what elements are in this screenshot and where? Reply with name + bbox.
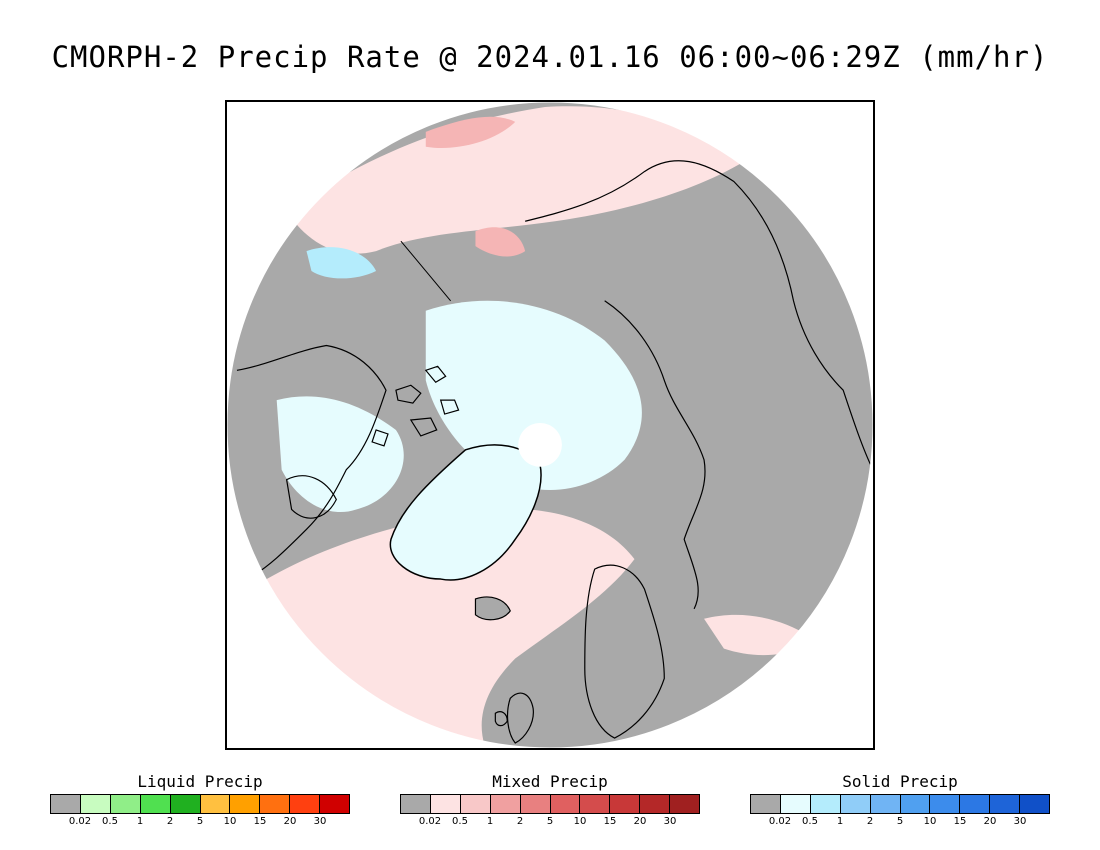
arctic-islands bbox=[371, 365, 460, 447]
swatch-solid-9 bbox=[1020, 795, 1050, 813]
solid-precip-arctic bbox=[425, 300, 642, 491]
colorbar-liquid bbox=[50, 794, 350, 814]
tick-label-mixed: 30 bbox=[663, 816, 677, 827]
tick-label-solid: 0.02 bbox=[768, 816, 792, 827]
swatch-solid-7 bbox=[960, 795, 991, 813]
swatch-liquid-7 bbox=[260, 795, 291, 813]
iceland bbox=[474, 596, 511, 621]
tick-label-liquid: 2 bbox=[166, 816, 174, 827]
ticks-solid: 0.02 0.5 1 2 5 10 15 20 30 bbox=[750, 814, 1050, 828]
tick-label-solid: 2 bbox=[866, 816, 874, 827]
swatch-solid-5 bbox=[900, 795, 931, 813]
hudson-bay bbox=[285, 475, 337, 519]
swatch-mixed-6 bbox=[580, 795, 611, 813]
mixed-precip-pacific bbox=[286, 106, 744, 254]
tick-label-mixed: 20 bbox=[633, 816, 647, 827]
map-svg bbox=[227, 102, 873, 748]
tick-label-solid: 15 bbox=[953, 816, 967, 827]
swatch-mixed-4 bbox=[520, 795, 551, 813]
swatch-solid-1 bbox=[780, 795, 811, 813]
tick-label-mixed: 1 bbox=[486, 816, 494, 827]
swatch-solid-4 bbox=[870, 795, 901, 813]
eurasia-coast bbox=[525, 160, 873, 470]
legend-title-mixed: Mixed Precip bbox=[492, 772, 608, 791]
no-data-pole bbox=[518, 423, 562, 467]
swatch-solid-3 bbox=[840, 795, 871, 813]
swatch-liquid-9 bbox=[320, 795, 350, 813]
swatch-mixed-9 bbox=[670, 795, 700, 813]
polar-precip-map bbox=[225, 100, 875, 750]
tick-label-liquid: 20 bbox=[283, 816, 297, 827]
tick-label-solid: 10 bbox=[923, 816, 937, 827]
siberia-coast bbox=[604, 300, 706, 610]
swatch-solid-8 bbox=[990, 795, 1021, 813]
tick-label-solid: 5 bbox=[896, 816, 904, 827]
british-isles bbox=[494, 692, 534, 744]
tick-label-liquid: 1 bbox=[136, 816, 144, 827]
swatch-liquid-2 bbox=[110, 795, 141, 813]
swatch-mixed-8 bbox=[640, 795, 671, 813]
tick-label-liquid: 5 bbox=[196, 816, 204, 827]
tick-label-solid: 20 bbox=[983, 816, 997, 827]
legend-liquid: Liquid Precip 0.02 0.5 1 2 5 10 15 20 30 bbox=[50, 772, 350, 828]
legend-mixed: Mixed Precip 0.02 0.5 1 2 5 10 15 20 30 bbox=[400, 772, 700, 828]
solid-precip-alaska bbox=[306, 247, 377, 279]
swatch-mixed-7 bbox=[610, 795, 641, 813]
tick-label-mixed: 0.5 bbox=[452, 816, 468, 827]
swatch-mixed-5 bbox=[550, 795, 581, 813]
swatch-mixed-1 bbox=[430, 795, 461, 813]
swatch-liquid-3 bbox=[140, 795, 171, 813]
tick-label-mixed: 15 bbox=[603, 816, 617, 827]
legend-title-solid: Solid Precip bbox=[842, 772, 958, 791]
swatch-liquid-8 bbox=[290, 795, 321, 813]
swatch-mixed-2 bbox=[460, 795, 491, 813]
swatch-liquid-1 bbox=[80, 795, 111, 813]
mixed-precip-aleutian bbox=[475, 227, 526, 257]
swatch-liquid-4 bbox=[170, 795, 201, 813]
tick-label-liquid: 30 bbox=[313, 816, 327, 827]
tick-label-solid: 0.5 bbox=[802, 816, 818, 827]
solid-precip-canada bbox=[276, 396, 404, 513]
legend-title-liquid: Liquid Precip bbox=[137, 772, 263, 791]
tick-label-liquid: 0.5 bbox=[102, 816, 118, 827]
alaska-canada-border bbox=[400, 240, 451, 302]
tick-label-mixed: 0.02 bbox=[418, 816, 442, 827]
colorbar-solid bbox=[750, 794, 1050, 814]
tick-label-liquid: 15 bbox=[253, 816, 267, 827]
ticks-mixed: 0.02 0.5 1 2 5 10 15 20 30 bbox=[400, 814, 700, 828]
swatch-liquid-5 bbox=[200, 795, 231, 813]
swatch-solid-2 bbox=[810, 795, 841, 813]
scandinavia bbox=[584, 564, 665, 739]
tick-label-mixed: 5 bbox=[546, 816, 554, 827]
tick-label-liquid: 0.02 bbox=[68, 816, 92, 827]
swatch-solid-6 bbox=[930, 795, 961, 813]
tick-label-solid: 1 bbox=[836, 816, 844, 827]
swatch-mixed-0 bbox=[401, 795, 431, 813]
colorbar-mixed bbox=[400, 794, 700, 814]
swatch-mixed-3 bbox=[490, 795, 521, 813]
heavier-mixed-north bbox=[425, 116, 516, 148]
ticks-liquid: 0.02 0.5 1 2 5 10 15 20 30 bbox=[50, 814, 350, 828]
north-america-coast bbox=[236, 344, 387, 580]
swatch-solid-0 bbox=[751, 795, 781, 813]
legend-solid: Solid Precip 0.02 0.5 1 2 5 10 15 20 30 bbox=[750, 772, 1050, 828]
swatch-liquid-6 bbox=[230, 795, 261, 813]
tick-label-mixed: 10 bbox=[573, 816, 587, 827]
tick-label-liquid: 10 bbox=[223, 816, 237, 827]
map-title: CMORPH-2 Precip Rate @ 2024.01.16 06:00~… bbox=[51, 40, 1049, 74]
tick-label-mixed: 2 bbox=[516, 816, 524, 827]
swatch-liquid-0 bbox=[51, 795, 81, 813]
tick-label-solid: 30 bbox=[1013, 816, 1027, 827]
